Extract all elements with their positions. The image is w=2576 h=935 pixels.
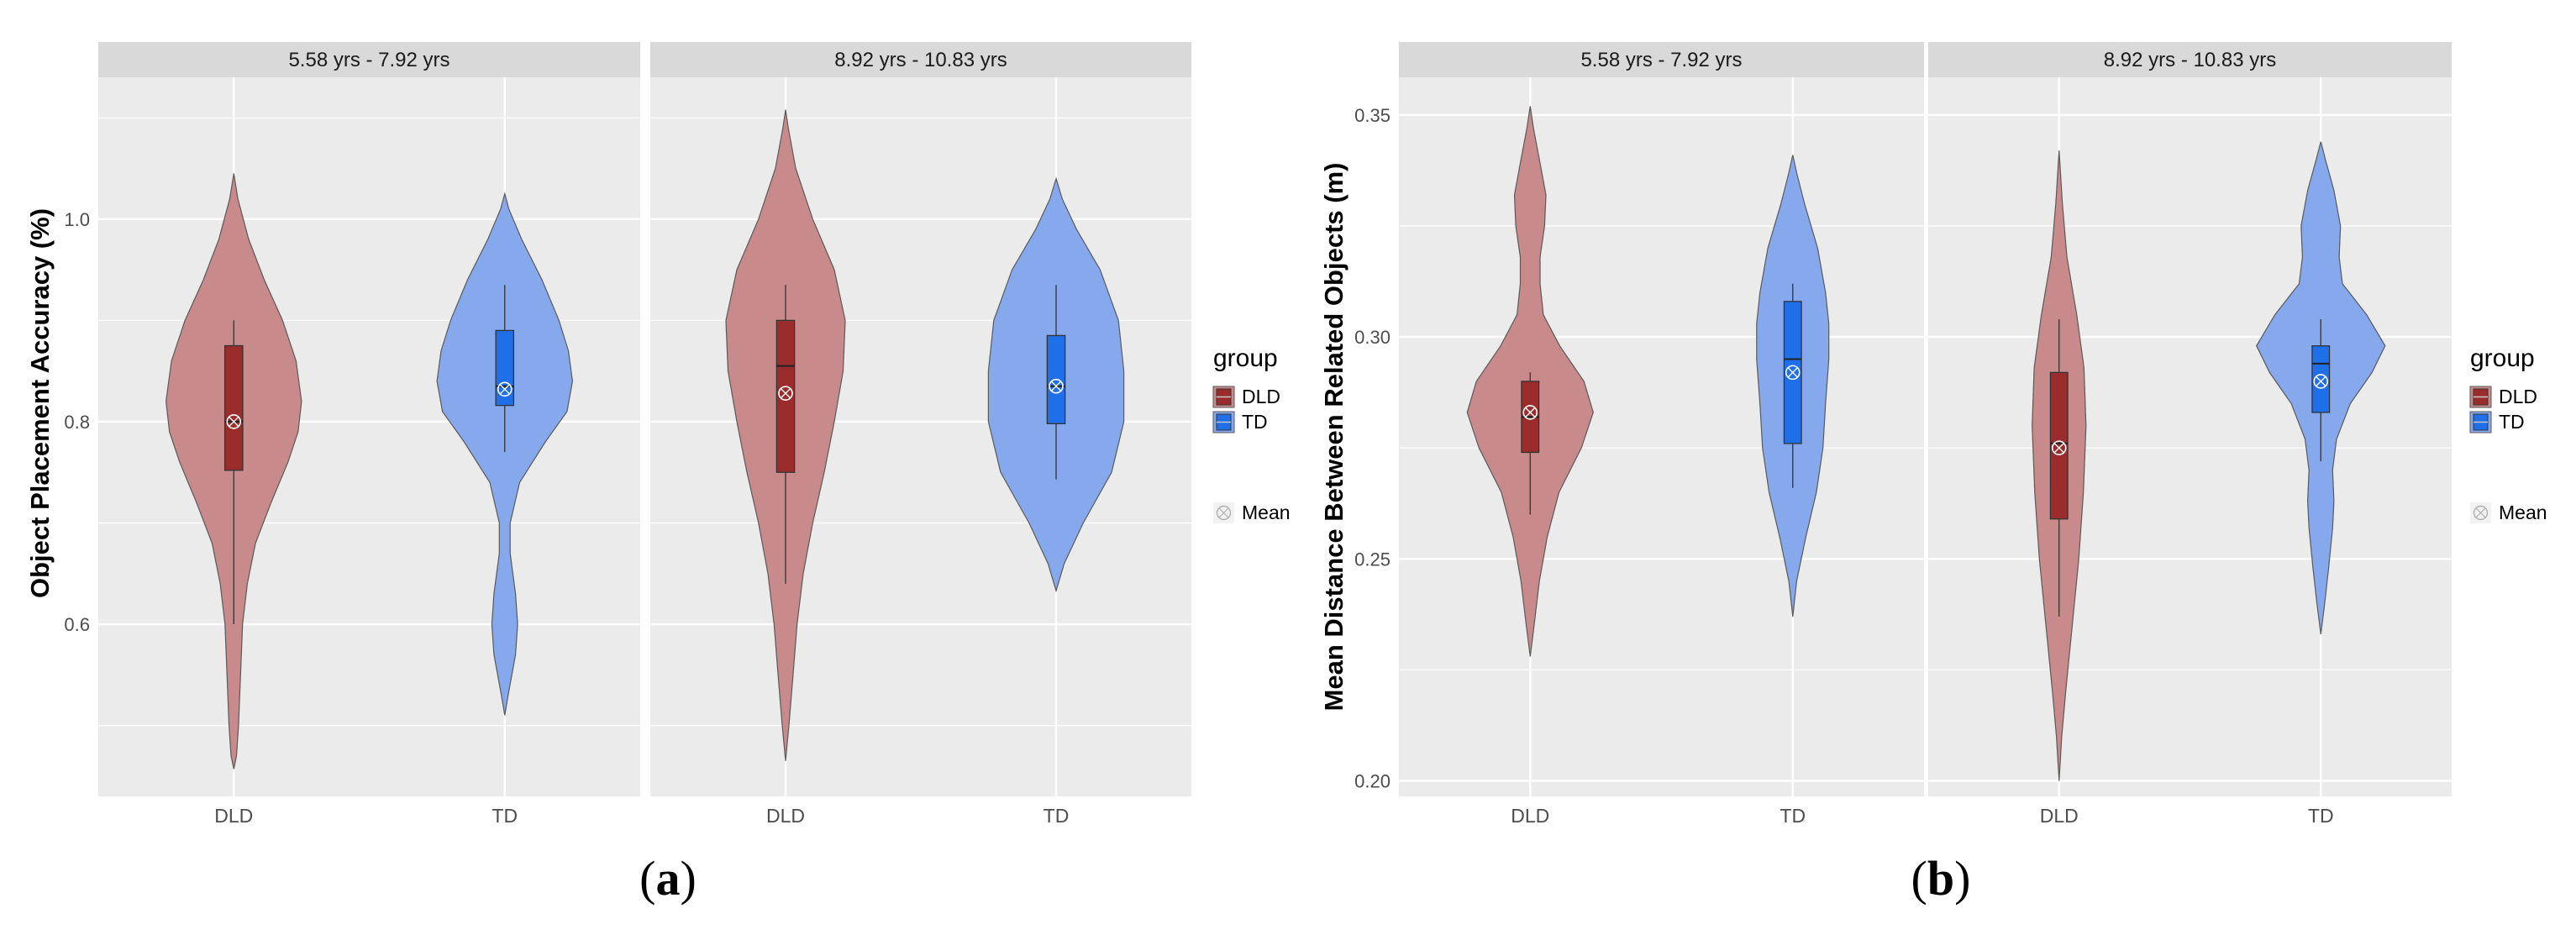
- chart-a-legend-label-td: TD: [1242, 411, 1268, 433]
- chart-a-facet-2-strip-label: 8.92 yrs - 10.83 yrs: [834, 49, 1007, 71]
- chart-a-facet-1-td-mean: [497, 381, 513, 397]
- chart-a-facet-2-td-mean-cross: [1050, 381, 1062, 391]
- chart-a-ylabel: Object Placement Accuracy (%): [25, 208, 55, 598]
- chart-b-facet-2-xtick-td: TD: [2308, 805, 2334, 827]
- chart-a-caption-prefix: (: [639, 851, 655, 906]
- chart-a-facet-2-strip: [650, 42, 1191, 77]
- chart-a-facet-1-marks: [165, 173, 574, 770]
- chart-b-facet-1-td-mean-cross: [1787, 367, 1798, 378]
- chart-a-facet-1-td-box: [495, 329, 515, 407]
- chart-a-legend-key-mean: [1213, 502, 1234, 523]
- chart-b-facet-2-xtick-dld: DLD: [2040, 805, 2079, 827]
- chart-b-facet-1-dld-mean-cross: [1525, 407, 1536, 418]
- chart-b-legend-label-td: TD: [2499, 411, 2525, 433]
- chart-a-facet-2-xtick-td: TD: [1044, 805, 1070, 827]
- chart-a-facet-2-dld-mean-cross: [780, 388, 791, 399]
- chart-b-facet-2: 8.92 yrs - 10.83 yrs DLD TD: [1928, 42, 2452, 827]
- chart-b-facet-2-td-mean: [2313, 374, 2329, 389]
- chart-b-legend-label-mean: Mean: [2499, 502, 2547, 523]
- chart-b: Mean Distance Between Related Objects (m…: [1319, 42, 2547, 906]
- chart-b-facet-2-strip-label: 8.92 yrs - 10.83 yrs: [2104, 49, 2276, 71]
- chart-a-facet-1-dld-mean: [226, 414, 242, 429]
- chart-b-facet-1-xtick-td: TD: [1780, 805, 1806, 827]
- chart-b-facet-2-dld-mean: [2051, 440, 2067, 456]
- chart-b-facet-2-td-box: [2311, 345, 2331, 413]
- chart-a: Object Placement Accuracy (%) 0.6 0.8 1.…: [25, 42, 1291, 906]
- chart-a-facet-2-td-mean: [1049, 378, 1064, 394]
- chart-a-ytick-label: 1.0: [64, 209, 90, 230]
- chart-a-facet-1-td-violin: [436, 192, 574, 716]
- chart-a-legend-key-dld: [1212, 386, 1235, 408]
- chart-b-facet-1-td-mean: [1785, 365, 1801, 381]
- chart-b-caption-letter: b: [1927, 851, 1954, 906]
- chart-b-legend-key-mean-circle: [2473, 505, 2489, 521]
- chart-b-facet-2-dld-box: [2049, 371, 2069, 520]
- chart-a-legend: group DLD TD Mean: [1212, 344, 1291, 523]
- chart-a-facet-2-marks: [725, 109, 1125, 761]
- chart-b-facet-1-strip: [1399, 42, 1924, 77]
- chart-a-facet-2: 8.92 yrs - 10.83 yrs DLD TD: [650, 42, 1191, 827]
- chart-a-facet-1-xtick-dld: DLD: [214, 805, 253, 827]
- chart-b-legend: group DLD TD Mean: [2469, 344, 2547, 523]
- chart-a-legend-label-dld: DLD: [1242, 386, 1280, 407]
- chart-b-legend-title: group: [2470, 344, 2535, 372]
- chart-a-caption: (a): [639, 851, 697, 906]
- chart-b-ytick-label: 0.35: [1354, 105, 1391, 126]
- chart-a-caption-letter: a: [656, 851, 681, 906]
- chart-b-facet-1-dld-mean: [1522, 405, 1538, 420]
- chart-b-facet-1-marks: [1466, 106, 1830, 657]
- chart-a-facet-1-dld-mean-cross: [229, 416, 239, 428]
- chart-b-legend-label-dld: DLD: [2499, 386, 2537, 407]
- chart-a-ytick-label: 0.6: [64, 614, 90, 635]
- chart-a-facet-2-dld-mean: [778, 386, 793, 401]
- chart-a-facet-1: 5.58 yrs - 7.92 yrs DLD TD: [98, 42, 640, 827]
- chart-a-ytick-label: 0.8: [64, 412, 90, 433]
- chart-a-caption-suffix: ): [681, 851, 697, 906]
- chart-a-legend-title: group: [1213, 344, 1278, 372]
- chart-b-facet-1-strip-label: 5.58 yrs - 7.92 yrs: [1580, 49, 1742, 71]
- chart-b-facet-1-xtick-dld: DLD: [1511, 805, 1549, 827]
- chart-b-facet-2-td-mean-cross: [2316, 376, 2326, 387]
- chart-b-caption: (b): [1911, 851, 1971, 906]
- chart-a-facet-1-dld-box: [223, 344, 244, 471]
- chart-b-legend-key-mean: [2470, 502, 2491, 523]
- chart-b-legend-key-dld: [2469, 386, 2492, 408]
- chart-b-ytick-label: 0.20: [1354, 771, 1391, 792]
- chart-a-facet-1-td-mean-cross: [499, 384, 510, 395]
- chart-b-facet-1: 5.58 yrs - 7.92 yrs DLD TD: [1399, 42, 1924, 827]
- chart-b-ylabel: Mean Distance Between Related Objects (m…: [1319, 163, 1348, 712]
- chart-a-facet-1-strip: [98, 42, 640, 77]
- chart-a-legend-key-mean-cross: [1218, 507, 1229, 518]
- chart-a-legend-key-td: [1212, 411, 1235, 433]
- chart-a-facet-1-strip-label: 5.58 yrs - 7.92 yrs: [288, 49, 449, 71]
- chart-b-legend-key-mean-cross: [2475, 507, 2486, 518]
- chart-a-facet-2-xtick-dld: DLD: [766, 805, 805, 827]
- chart-b-legend-key-td: [2469, 411, 2492, 433]
- chart-b-facet-2-panel: [1928, 77, 2452, 796]
- chart-b-ytick-label: 0.30: [1354, 327, 1391, 348]
- chart-a-legend-key-mean-circle: [1216, 505, 1232, 521]
- chart-a-legend-label-mean: Mean: [1242, 502, 1291, 523]
- chart-b-caption-suffix: ): [1954, 851, 1970, 906]
- chart-b-ytick-label: 0.25: [1354, 549, 1391, 570]
- chart-b-caption-prefix: (: [1911, 851, 1927, 906]
- chart-b-facet-2-strip: [1928, 42, 2452, 77]
- chart-b-facet-2-marks: [2032, 141, 2386, 781]
- chart-b-facet-2-dld-mean-cross: [2053, 443, 2064, 454]
- chart-a-facet-1-xtick-td: TD: [492, 805, 518, 827]
- chart-a-facet-2-dld-box: [775, 319, 796, 473]
